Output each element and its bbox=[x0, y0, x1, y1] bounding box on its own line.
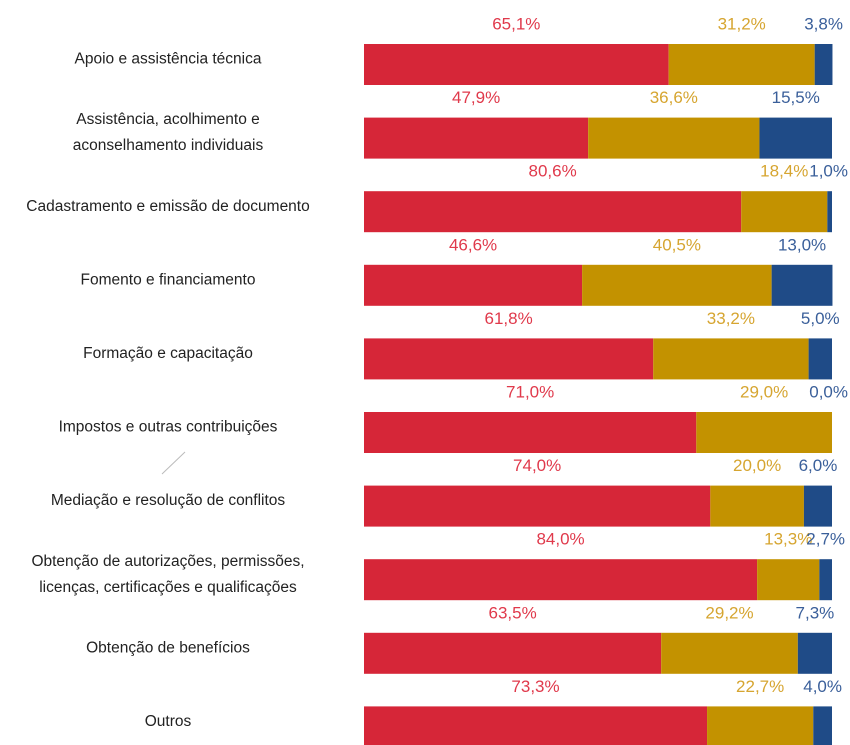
bar-segment bbox=[364, 117, 589, 159]
value-label: 3,8% bbox=[804, 14, 843, 33]
category-label: Obtenção de autorizações, permissões, bbox=[31, 553, 304, 570]
bar-segment bbox=[819, 559, 832, 601]
bar-segment bbox=[710, 485, 804, 527]
bar-segment bbox=[707, 706, 814, 745]
value-label: 61,8% bbox=[485, 309, 533, 328]
bar-segment bbox=[771, 264, 833, 306]
bar-segment bbox=[364, 191, 742, 233]
bar-segment bbox=[364, 412, 697, 453]
value-label: 0,0% bbox=[809, 382, 848, 401]
bar-segment bbox=[364, 264, 583, 306]
bar-segment bbox=[803, 485, 832, 527]
value-label: 36,6% bbox=[650, 88, 698, 107]
value-label: 29,2% bbox=[705, 603, 753, 622]
value-label: 74,0% bbox=[513, 456, 561, 475]
value-label: 29,0% bbox=[740, 382, 788, 401]
value-label: 40,5% bbox=[653, 235, 701, 254]
bar-segment bbox=[808, 338, 832, 380]
category-label: Fomento e financiamento bbox=[81, 271, 256, 288]
category-label: Assistência, acolhimento e bbox=[76, 111, 260, 128]
value-label: 47,9% bbox=[452, 88, 500, 107]
bar-segment bbox=[814, 44, 833, 85]
value-label: 15,5% bbox=[772, 88, 820, 107]
category-label: Obtenção de benefícios bbox=[86, 639, 250, 656]
bar-segment bbox=[813, 706, 832, 745]
category-label: Impostos e outras contribuições bbox=[59, 419, 278, 436]
value-label: 18,4% bbox=[760, 162, 808, 181]
bar-segment bbox=[759, 117, 832, 159]
bar-segment bbox=[797, 632, 832, 674]
bar-segment bbox=[588, 117, 760, 159]
value-label: 33,2% bbox=[707, 309, 755, 328]
value-label: 46,6% bbox=[449, 235, 497, 254]
bar-segment bbox=[582, 264, 772, 306]
bar-segment bbox=[661, 632, 798, 674]
bar-segment bbox=[668, 44, 815, 85]
category-label: Cadastramento e emissão de documento bbox=[26, 198, 309, 215]
value-label: 73,3% bbox=[511, 677, 559, 696]
bar-segment bbox=[364, 338, 654, 380]
category-label: Apoio e assistência técnica bbox=[75, 51, 262, 68]
value-label: 65,1% bbox=[492, 14, 540, 33]
bar-segment bbox=[741, 191, 828, 233]
bar-segment bbox=[364, 485, 711, 527]
value-label: 80,6% bbox=[529, 162, 577, 181]
category-label: aconselhamento individuais bbox=[73, 137, 264, 154]
value-label: 13,0% bbox=[778, 235, 826, 254]
category-label: licenças, certificações e qualificações bbox=[39, 579, 297, 596]
value-label: 31,2% bbox=[718, 14, 766, 33]
value-label: 7,3% bbox=[796, 603, 835, 622]
bar-segment bbox=[364, 706, 708, 745]
value-label: 84,0% bbox=[536, 530, 584, 549]
bar-segment bbox=[364, 44, 669, 85]
value-label: 6,0% bbox=[799, 456, 838, 475]
value-label: 4,0% bbox=[803, 677, 842, 696]
value-label: 22,7% bbox=[736, 677, 784, 696]
decoration-line bbox=[161, 451, 186, 475]
value-label: 63,5% bbox=[488, 603, 536, 622]
value-label: 2,7% bbox=[806, 530, 845, 549]
value-label: 5,0% bbox=[801, 309, 840, 328]
value-label: 20,0% bbox=[733, 456, 781, 475]
category-label: Mediação e resolução de conflitos bbox=[51, 492, 286, 509]
bar-segment bbox=[757, 559, 820, 601]
bar-segment bbox=[696, 412, 832, 453]
value-label: 1,0% bbox=[809, 162, 848, 181]
value-label: 71,0% bbox=[506, 382, 554, 401]
bar-segment bbox=[364, 559, 758, 601]
value-label: 13,3% bbox=[764, 530, 812, 549]
bar-segment bbox=[827, 191, 832, 233]
category-label: Outros bbox=[145, 713, 192, 730]
category-label: Formação e capacitação bbox=[83, 345, 253, 362]
bar-segment bbox=[653, 338, 809, 380]
bar-segment bbox=[364, 632, 662, 674]
